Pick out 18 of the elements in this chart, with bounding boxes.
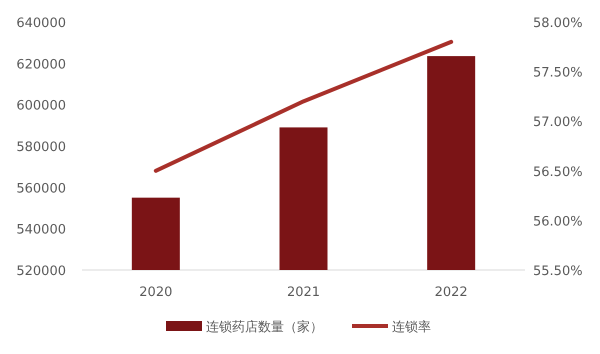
y-tick-label: 540000 xyxy=(16,222,66,238)
y2-tick-label: 56.50% xyxy=(533,164,583,180)
y-tick-label: 580000 xyxy=(16,140,66,155)
y-tick-label: 560000 xyxy=(16,181,66,196)
y-tick-label: 600000 xyxy=(16,98,66,114)
y2-tick-label: 57.00% xyxy=(533,115,583,130)
y-tick-label: 640000 xyxy=(16,16,66,31)
y2-tick-label: 58.00% xyxy=(533,16,583,31)
x-tick-label: 2020 xyxy=(139,285,172,300)
y2-tick-label: 56.00% xyxy=(533,214,583,230)
legend-label: 连锁率 xyxy=(392,319,431,335)
y2-tick-label: 55.50% xyxy=(533,264,583,279)
x-tick-label: 2022 xyxy=(434,285,468,300)
y-tick-label: 520000 xyxy=(16,264,66,279)
legend-label: 连锁药店数量（家） xyxy=(206,319,323,335)
x-tick-label: 2021 xyxy=(286,285,320,300)
y-tick-label: 620000 xyxy=(16,57,66,72)
y2-tick-label: 57.50% xyxy=(533,66,583,81)
